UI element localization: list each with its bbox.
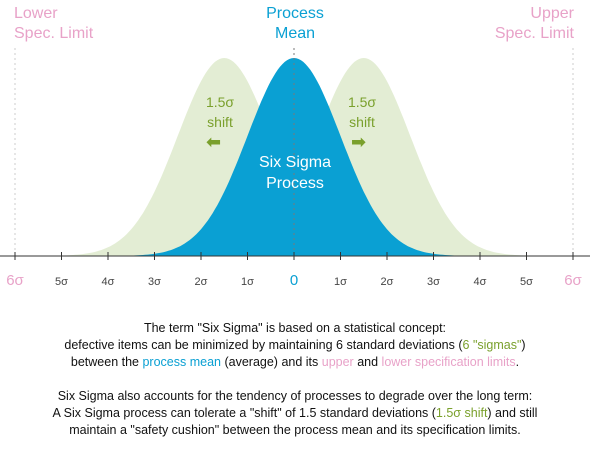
six-sigma-process-curve bbox=[1, 58, 588, 256]
axis-layer bbox=[0, 252, 590, 260]
caption-line: between the process mean (average) and i… bbox=[70, 355, 520, 369]
axis-tick-label: 3σ bbox=[427, 276, 440, 288]
right-shift-label: 1.5σ shift bbox=[347, 94, 377, 130]
six-sigma-process-label: Six Sigma Process bbox=[258, 154, 332, 192]
axis-tick-label: 6σ bbox=[6, 272, 24, 289]
caption-line: maintain a "safety cushion" between the … bbox=[69, 423, 521, 437]
axis-tick-label: 4σ bbox=[101, 276, 115, 288]
distribution-plot bbox=[0, 48, 590, 260]
axis-tick-label: 3σ bbox=[148, 276, 161, 288]
lower-spec-limit-label: Lower Spec. Limit bbox=[14, 5, 94, 42]
axis-tick-label: 0 bbox=[289, 272, 299, 289]
caption-line: defective items can be minimized by main… bbox=[64, 338, 526, 352]
six-sigma-diagram: Lower Spec. Limit Upper Spec. Limit Proc… bbox=[0, 5, 590, 289]
axis-tick-label: 5σ bbox=[520, 276, 533, 288]
caption-line: A Six Sigma process can tolerate a "shif… bbox=[52, 406, 538, 420]
left-shift-label: 1.5σ shift bbox=[205, 94, 235, 130]
axis-tick-label: 2σ bbox=[380, 276, 394, 288]
arrow-left-icon: ⬅ bbox=[206, 132, 222, 152]
axis-tick-label: 2σ bbox=[194, 276, 208, 288]
arrow-right-icon: ➡ bbox=[351, 132, 367, 152]
shifted-left-curve bbox=[1, 58, 588, 256]
axis-tick-label: 1σ bbox=[334, 276, 347, 288]
upper-spec-limit-label: Upper Spec. Limit bbox=[494, 5, 574, 42]
axis-tick-label: 5σ bbox=[55, 276, 68, 288]
curves-layer bbox=[1, 58, 588, 256]
caption: The term "Six Sigma" is based on a stati… bbox=[0, 320, 590, 439]
caption-line: The term "Six Sigma" is based on a stati… bbox=[143, 321, 447, 335]
axis-tick-label: 1σ bbox=[241, 276, 254, 288]
caption-line: Six Sigma also accounts for the tendency… bbox=[57, 389, 533, 403]
shifted-right-curve bbox=[1, 58, 588, 256]
axis-tick-label: 6σ bbox=[564, 272, 582, 289]
process-mean-label: Process Mean bbox=[266, 5, 324, 42]
axis-tick-label: 4σ bbox=[473, 276, 487, 288]
